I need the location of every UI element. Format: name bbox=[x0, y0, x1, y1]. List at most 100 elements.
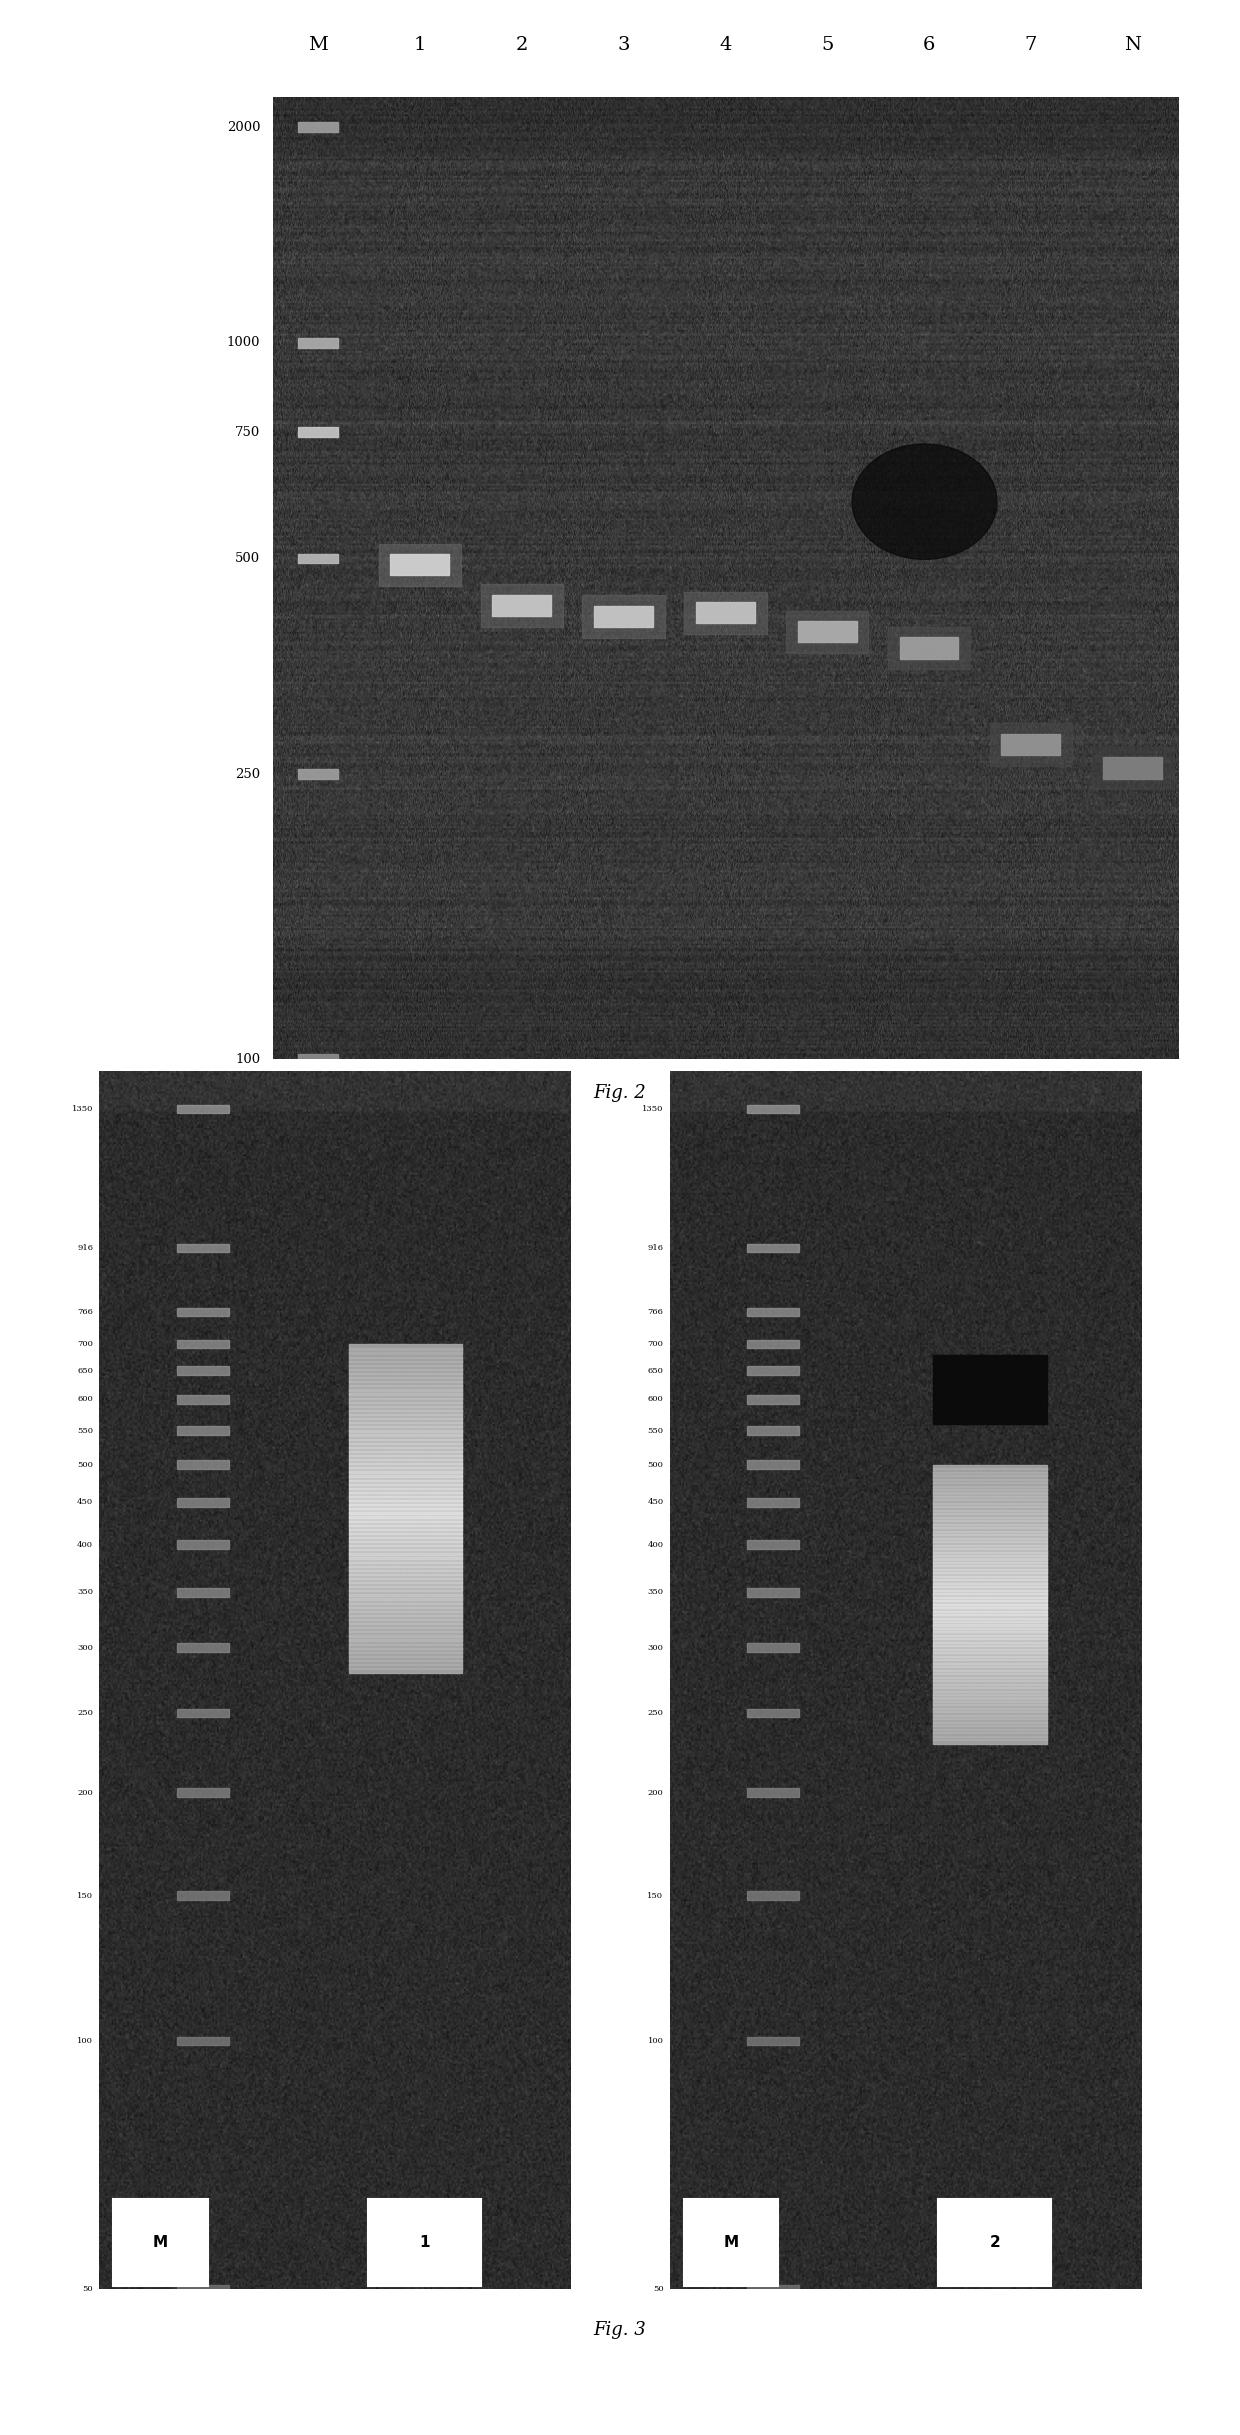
Bar bbox=[177, 1366, 229, 1376]
Text: 766: 766 bbox=[77, 1308, 93, 1315]
Bar bbox=[391, 555, 449, 575]
Bar bbox=[934, 1687, 1047, 1692]
Bar bbox=[348, 1668, 463, 1673]
Text: 550: 550 bbox=[647, 1427, 663, 1434]
Bar bbox=[177, 1339, 229, 1349]
Text: 1: 1 bbox=[419, 2235, 429, 2250]
Bar bbox=[934, 1541, 1047, 1546]
Bar bbox=[348, 1512, 463, 1517]
Text: 600: 600 bbox=[647, 1395, 663, 1403]
Bar bbox=[934, 1731, 1047, 1736]
FancyBboxPatch shape bbox=[113, 2199, 207, 2286]
Text: Fig. 3: Fig. 3 bbox=[594, 2321, 646, 2338]
Bar bbox=[934, 1551, 1047, 1556]
Bar bbox=[348, 1429, 463, 1437]
Text: 2: 2 bbox=[516, 37, 528, 54]
Bar bbox=[348, 1393, 463, 1398]
Text: 766: 766 bbox=[647, 1308, 663, 1315]
Bar bbox=[934, 1634, 1047, 1639]
Text: 3: 3 bbox=[618, 37, 630, 54]
Bar bbox=[934, 1534, 1047, 1539]
Text: 250: 250 bbox=[647, 1709, 663, 1717]
Bar bbox=[348, 1571, 463, 1575]
Text: 400: 400 bbox=[647, 1541, 663, 1549]
Bar bbox=[934, 1478, 1047, 1483]
Bar bbox=[583, 594, 665, 638]
Bar bbox=[348, 1488, 463, 1493]
Bar bbox=[348, 1554, 463, 1558]
Bar bbox=[348, 1471, 463, 1476]
Bar bbox=[177, 1709, 229, 1717]
Bar bbox=[177, 1541, 229, 1549]
Bar bbox=[481, 584, 563, 626]
Bar bbox=[348, 1651, 463, 1658]
Text: 150: 150 bbox=[647, 1892, 663, 1899]
Bar bbox=[934, 1702, 1047, 1704]
Bar bbox=[348, 1529, 463, 1534]
Bar bbox=[934, 1556, 1047, 1558]
Bar bbox=[177, 1498, 229, 1507]
Bar bbox=[934, 1527, 1047, 1532]
Bar bbox=[934, 1695, 1047, 1700]
Text: M: M bbox=[723, 2235, 738, 2250]
Bar bbox=[900, 638, 959, 657]
Bar bbox=[934, 1502, 1047, 1507]
Bar bbox=[748, 1892, 799, 1899]
Bar bbox=[748, 1105, 799, 1113]
Bar bbox=[934, 1658, 1047, 1663]
Text: 200: 200 bbox=[77, 1790, 93, 1797]
Bar bbox=[934, 1512, 1047, 1517]
Text: 300: 300 bbox=[647, 1644, 663, 1651]
FancyBboxPatch shape bbox=[368, 2199, 481, 2286]
Bar bbox=[748, 1244, 799, 1252]
Bar bbox=[934, 1690, 1047, 1695]
Bar bbox=[348, 1585, 463, 1592]
Bar bbox=[934, 1600, 1047, 1605]
Bar bbox=[348, 1644, 463, 1648]
Bar bbox=[748, 1498, 799, 1507]
Bar bbox=[934, 1622, 1047, 1627]
Bar bbox=[797, 621, 857, 643]
Bar bbox=[934, 1597, 1047, 1602]
Bar bbox=[177, 1244, 229, 1252]
Bar bbox=[934, 1468, 1047, 1473]
Bar bbox=[348, 1442, 463, 1449]
Bar bbox=[748, 1644, 799, 1651]
Bar bbox=[348, 1422, 463, 1427]
Bar bbox=[348, 1536, 463, 1541]
Bar bbox=[177, 1395, 229, 1403]
Bar bbox=[934, 1722, 1047, 1726]
Bar bbox=[348, 1349, 463, 1354]
Text: 500: 500 bbox=[236, 553, 260, 565]
Text: 700: 700 bbox=[647, 1339, 663, 1349]
Text: 550: 550 bbox=[77, 1427, 93, 1434]
Bar bbox=[348, 1368, 463, 1373]
Bar bbox=[934, 1510, 1047, 1515]
Bar bbox=[348, 1434, 463, 1439]
Bar bbox=[348, 1386, 463, 1390]
Bar bbox=[934, 1704, 1047, 1709]
Bar bbox=[934, 1629, 1047, 1631]
Bar bbox=[934, 1680, 1047, 1685]
Bar bbox=[348, 1519, 463, 1527]
Bar bbox=[348, 1427, 463, 1432]
Bar bbox=[177, 1787, 229, 1797]
Text: 250: 250 bbox=[77, 1709, 93, 1717]
Bar bbox=[348, 1373, 463, 1378]
Bar bbox=[934, 1656, 1047, 1661]
Bar bbox=[934, 1354, 1047, 1424]
FancyBboxPatch shape bbox=[683, 2199, 777, 2286]
Bar bbox=[934, 1575, 1047, 1580]
Bar bbox=[934, 1517, 1047, 1522]
Bar bbox=[748, 1541, 799, 1549]
Text: 650: 650 bbox=[647, 1366, 663, 1376]
Bar bbox=[177, 1427, 229, 1434]
Bar bbox=[748, 2036, 799, 2045]
Text: 350: 350 bbox=[77, 1588, 93, 1597]
Bar bbox=[348, 1602, 463, 1607]
Bar bbox=[934, 1476, 1047, 1480]
Bar bbox=[348, 1507, 463, 1515]
Bar bbox=[934, 1493, 1047, 1498]
Bar bbox=[348, 1595, 463, 1600]
Text: 6: 6 bbox=[923, 37, 935, 54]
